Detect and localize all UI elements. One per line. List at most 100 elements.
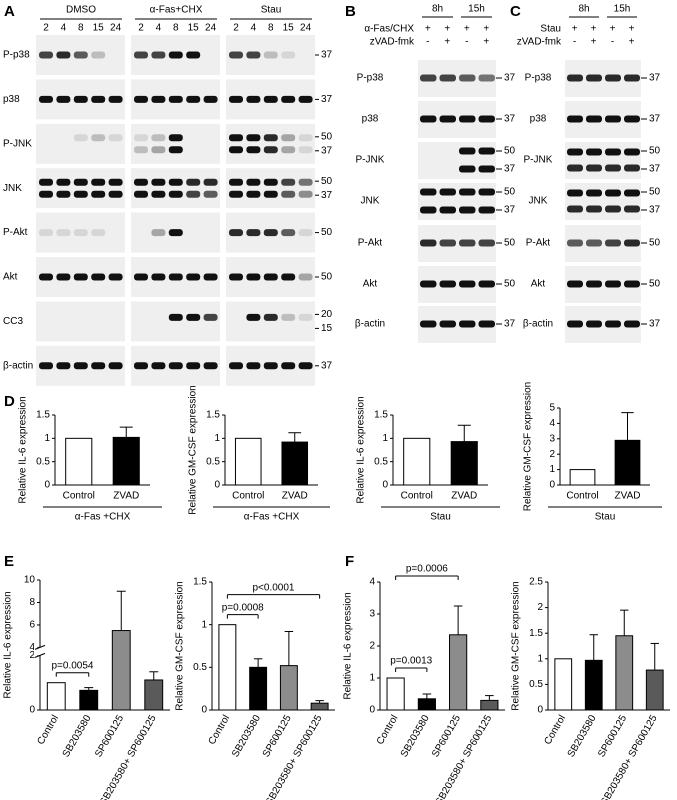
- band: [73, 134, 88, 142]
- band: [281, 190, 296, 198]
- x-tick-label: SP600125: [261, 713, 294, 759]
- band: [168, 146, 183, 154]
- band: [151, 273, 166, 281]
- y-tick-label: 1.5: [206, 410, 220, 421]
- band: [203, 273, 218, 281]
- band: [281, 51, 296, 59]
- band: [263, 229, 278, 237]
- y-tick-label: 1.5: [529, 628, 543, 639]
- y-tick-label: 4: [549, 418, 555, 429]
- band: [91, 134, 106, 142]
- band: [459, 74, 476, 82]
- band: [586, 189, 602, 197]
- y-tick-label: 0: [549, 480, 555, 491]
- band: [134, 134, 148, 142]
- lane-label: 2: [138, 23, 144, 34]
- bar: [645, 669, 664, 711]
- band: [459, 206, 476, 214]
- band: [151, 178, 166, 186]
- band: [229, 178, 243, 186]
- band: [39, 178, 53, 186]
- band: [624, 189, 640, 197]
- row-label: p38: [362, 114, 379, 125]
- band: [420, 74, 437, 82]
- bar: [480, 699, 499, 711]
- row-label: P-JNK: [524, 155, 553, 166]
- band: [151, 146, 166, 154]
- x-tick-label: Control: [232, 491, 264, 502]
- band: [134, 51, 148, 59]
- band: [298, 190, 313, 198]
- lane-label: 8: [78, 23, 84, 34]
- band: [39, 362, 53, 370]
- band: [478, 320, 495, 328]
- y-tick-label: 0: [29, 705, 35, 716]
- marker-label: 50: [321, 131, 333, 142]
- band: [246, 190, 261, 198]
- row-label: β-actin: [523, 319, 553, 330]
- treatment-sign: +: [464, 24, 470, 35]
- row-label: P-JNK: [3, 138, 32, 149]
- band: [567, 164, 583, 172]
- x-tick-label: ZVAD: [282, 491, 308, 502]
- band: [605, 164, 621, 172]
- panel-label: F: [345, 553, 354, 570]
- x-tick-label: SB203580+ SP600125: [98, 713, 159, 800]
- band: [168, 362, 183, 370]
- y-tick-label: 0: [382, 480, 388, 491]
- lane-label: 4: [61, 23, 67, 34]
- band: [420, 188, 437, 196]
- band: [203, 313, 218, 321]
- row-label: p38: [530, 114, 547, 125]
- y-tick-label: 1.5: [36, 410, 50, 421]
- band: [281, 178, 296, 186]
- band: [281, 95, 296, 103]
- band: [39, 273, 53, 281]
- row-label: β-actin: [355, 319, 385, 330]
- band: [567, 115, 583, 123]
- treatment-sign: +: [483, 24, 489, 35]
- marker-label: 37: [504, 164, 516, 175]
- band: [108, 95, 123, 103]
- y-tick-label: 1.5: [193, 577, 207, 588]
- band: [298, 146, 313, 154]
- band: [168, 51, 183, 59]
- band: [186, 313, 201, 321]
- band: [478, 280, 495, 288]
- band: [263, 134, 278, 142]
- y-axis-label: Relative GM-CSF expression: [523, 382, 534, 511]
- x-axis-label: Stau: [430, 512, 451, 523]
- band: [91, 178, 106, 186]
- y-tick-label: 2.5: [529, 577, 543, 588]
- row-label: Akt: [3, 272, 18, 283]
- band: [459, 147, 476, 155]
- band: [459, 115, 476, 123]
- band: [168, 273, 183, 281]
- blot: [226, 168, 315, 209]
- marker-label: 37: [321, 190, 333, 201]
- band: [134, 146, 148, 154]
- band: [281, 134, 296, 142]
- band: [168, 95, 183, 103]
- band: [73, 273, 88, 281]
- bar: [65, 437, 93, 486]
- band: [168, 313, 183, 321]
- band: [298, 273, 313, 281]
- marker-label: 50: [649, 187, 661, 198]
- x-tick-label: Control: [401, 491, 433, 502]
- band: [91, 95, 106, 103]
- bar: [46, 682, 66, 711]
- band: [624, 280, 640, 288]
- marker-label: 37: [649, 319, 661, 330]
- break-mark: [34, 644, 46, 650]
- y-tick-label: 1: [382, 433, 388, 444]
- bar: [554, 658, 573, 711]
- treatment-sign: +: [591, 37, 597, 48]
- band: [605, 115, 621, 123]
- bar: [615, 635, 634, 711]
- band: [586, 74, 602, 82]
- band: [624, 148, 640, 156]
- band: [229, 273, 243, 281]
- band: [134, 178, 148, 186]
- band: [108, 190, 123, 198]
